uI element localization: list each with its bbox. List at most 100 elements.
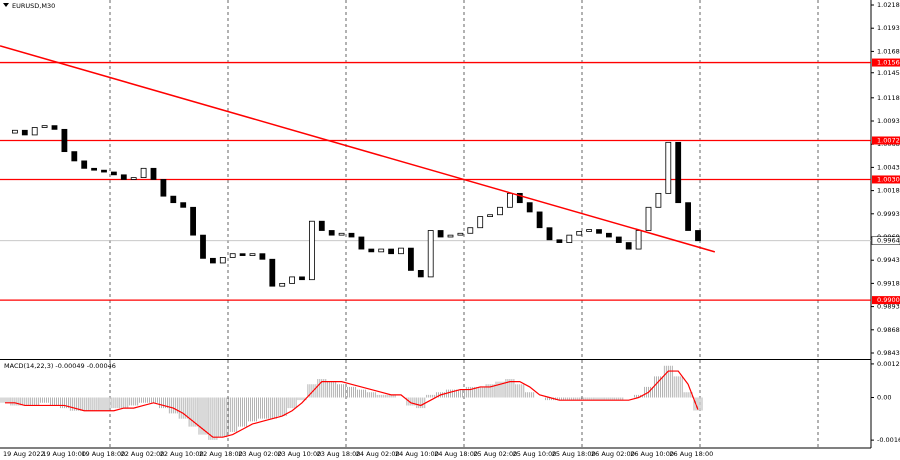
candle xyxy=(378,248,385,253)
x-tick-label: 22 Aug 02:00 xyxy=(121,450,165,458)
candle xyxy=(249,253,256,256)
candle xyxy=(140,167,147,179)
x-tick-label: 22 Aug 18:00 xyxy=(199,450,243,458)
candle xyxy=(160,179,167,197)
candle xyxy=(200,234,206,259)
candle xyxy=(536,211,543,229)
x-tick-label: 26 Aug 10:00 xyxy=(630,450,674,458)
candle xyxy=(11,129,18,134)
candle xyxy=(685,202,691,231)
candle xyxy=(497,206,503,216)
y-tick-label: 1.0118 xyxy=(877,94,900,102)
candle xyxy=(190,206,197,236)
x-tick-label: 26 Aug 18:00 xyxy=(669,450,713,458)
candle xyxy=(655,192,662,208)
y-tick-label: 0.9918 xyxy=(877,279,900,287)
x-tick-label: 26 Aug 02:00 xyxy=(591,450,635,458)
candle xyxy=(21,129,28,136)
candle xyxy=(219,257,226,264)
candle xyxy=(398,247,404,255)
candle xyxy=(299,276,305,281)
candle xyxy=(328,230,335,236)
level-label-box xyxy=(872,175,900,184)
candle xyxy=(695,230,701,242)
candle xyxy=(586,229,592,232)
level-label: 1.0030 xyxy=(877,175,900,183)
candle xyxy=(51,125,58,130)
candle xyxy=(229,253,236,258)
candle xyxy=(61,128,68,153)
y-tick-label: 1.0093 xyxy=(877,117,900,125)
candle xyxy=(388,248,395,255)
y-tick-label: 0.9993 xyxy=(877,210,900,218)
candle xyxy=(566,234,573,243)
candle xyxy=(407,247,414,271)
candle xyxy=(71,151,78,162)
candle xyxy=(150,167,157,180)
candle xyxy=(487,214,494,217)
candle xyxy=(259,253,266,260)
candle xyxy=(338,232,345,236)
candle xyxy=(437,230,444,238)
current-price-box xyxy=(871,236,900,245)
candle xyxy=(41,125,48,128)
candle xyxy=(516,192,523,204)
level-label-box xyxy=(872,58,900,67)
current-price-label: 0.9964 xyxy=(877,237,900,245)
y-tick-label: 1.0218 xyxy=(877,1,900,9)
x-tick-label: 25 Aug 18:00 xyxy=(552,450,596,458)
level-label: 1.0072 xyxy=(877,136,900,144)
candle xyxy=(645,206,652,231)
macd-y-tick-label: 0.00127 xyxy=(877,360,900,368)
candle xyxy=(180,202,187,208)
candle xyxy=(615,236,622,243)
candle xyxy=(170,195,177,204)
x-tick-label: 19 Aug 10:00 xyxy=(42,450,86,458)
candle xyxy=(279,282,286,287)
menu-arrow[interactable] xyxy=(3,3,9,7)
trendline xyxy=(0,45,716,253)
x-tick-label: 19 Aug 2022 xyxy=(3,450,45,458)
x-tick-label: 23 Aug 10:00 xyxy=(277,450,321,458)
y-tick-label: 0.9893 xyxy=(877,303,900,311)
y-tick-label: 1.0145 xyxy=(877,69,900,77)
candle xyxy=(81,160,88,169)
level-label-box xyxy=(872,296,900,305)
macd-signal-line xyxy=(5,370,699,438)
candle xyxy=(556,239,563,243)
level-label-box xyxy=(872,136,900,145)
y-tick-label: 0.9868 xyxy=(877,326,900,334)
x-tick-label: 23 Aug 18:00 xyxy=(317,450,361,458)
candle xyxy=(506,192,513,208)
x-tick-label: 25 Aug 02:00 xyxy=(473,450,517,458)
x-tick-label: 25 Aug 10:00 xyxy=(513,450,557,458)
candle xyxy=(348,232,355,238)
candle xyxy=(368,248,375,253)
macd-label: MACD(14,22,3) -0.00049 -0.00046 xyxy=(4,362,116,370)
macd-y-tick-label: -0.00161 xyxy=(877,436,900,444)
y-tick-label: 1.0018 xyxy=(877,187,900,195)
x-tick-label: 24 Aug 02:00 xyxy=(356,450,400,458)
x-tick-label: 24 Aug 10:00 xyxy=(395,450,439,458)
y-tick-label: 0.9843 xyxy=(877,349,900,357)
candle xyxy=(358,236,365,250)
candle xyxy=(477,216,484,229)
y-tick-label: 1.0043 xyxy=(877,163,900,171)
candle xyxy=(269,258,276,287)
candle xyxy=(289,276,296,284)
candle xyxy=(675,141,682,204)
candle xyxy=(308,220,315,281)
candle xyxy=(318,220,325,231)
candle xyxy=(120,174,127,180)
level-label: 1.0156 xyxy=(877,59,900,67)
candle xyxy=(130,177,137,180)
candle xyxy=(427,230,434,278)
candle xyxy=(526,202,533,213)
candle xyxy=(457,232,464,236)
candle xyxy=(101,169,107,173)
level-label: 0.9900 xyxy=(877,296,900,304)
candle xyxy=(665,141,672,194)
candle xyxy=(447,234,454,238)
